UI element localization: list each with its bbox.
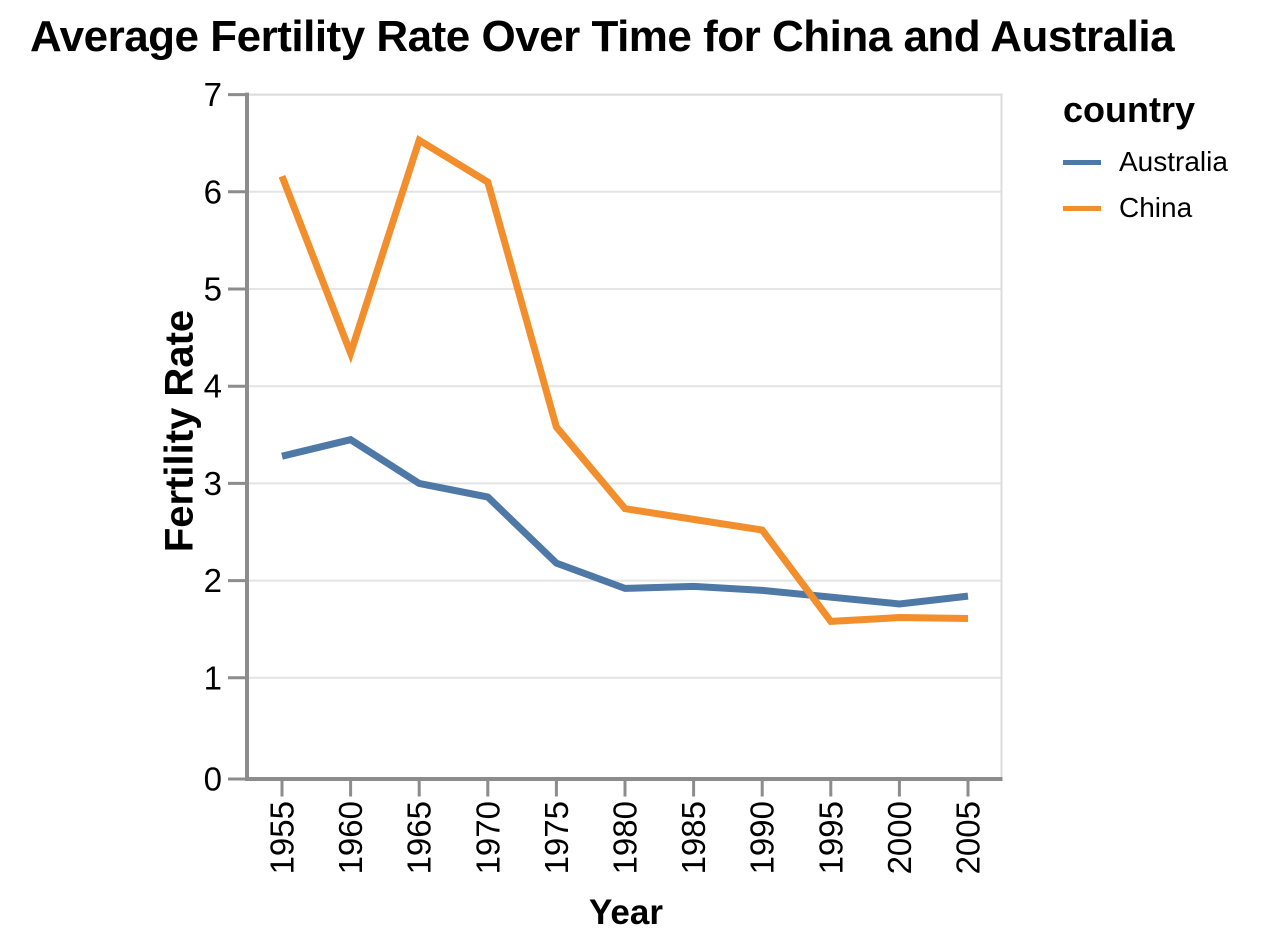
y-tick-label-1: 1 (204, 659, 222, 696)
x-tick-label-1975: 1975 (538, 801, 575, 874)
legend-items: Australia China (1063, 139, 1228, 231)
x-tick-label-1995: 1995 (812, 801, 849, 874)
x-tick-label-1980: 1980 (607, 801, 644, 874)
chart-title: Average Fertility Rate Over Time for Chi… (30, 12, 1175, 61)
legend-title: country (1063, 89, 1196, 130)
x-tick-label-1970: 1970 (469, 801, 506, 874)
x-tick-label-2005: 2005 (950, 801, 987, 874)
line-china (278, 134, 969, 626)
y-tick-label-2: 2 (204, 562, 222, 599)
legend: country Australia China (1063, 88, 1228, 231)
legend-label-australia: Australia (1119, 146, 1228, 178)
line-australia (281, 435, 969, 608)
x-tick-label-2000: 2000 (881, 801, 918, 874)
y-tick-label-7: 7 (204, 76, 222, 113)
x-tick-label-1990: 1990 (744, 801, 781, 874)
legend-item-australia: Australia (1063, 139, 1228, 185)
x-tick-label-1960: 1960 (332, 801, 369, 874)
x-tick-label-1955: 1955 (264, 801, 301, 874)
legend-label-china: China (1119, 192, 1193, 224)
legend-item-china: China (1063, 185, 1228, 231)
y-tick-label-6: 6 (204, 173, 222, 210)
legend-swatch-australia (1063, 159, 1101, 165)
y-axis-title: Fertility Rate (157, 309, 202, 553)
x-tick-label-1965: 1965 (401, 801, 438, 874)
legend-swatch-china (1063, 205, 1101, 211)
x-axis-title: Year (589, 893, 663, 932)
y-tick-label-5: 5 (204, 271, 222, 308)
y-tick-label-3: 3 (204, 465, 222, 502)
y-tick-label-0: 0 (204, 761, 222, 798)
y-tick-label-4: 4 (204, 368, 222, 405)
x-tick-label-1985: 1985 (675, 801, 712, 874)
